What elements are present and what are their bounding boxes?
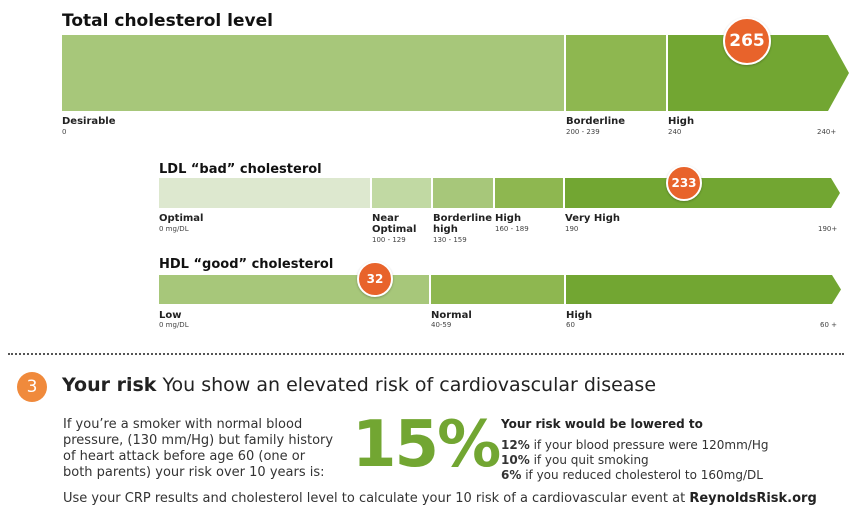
risk-heading: Your risk You show an elevated risk of c… [62, 374, 656, 396]
dotted-divider [8, 353, 844, 355]
ldl-range-near-optimal: 100 - 129 [372, 236, 406, 244]
total-end-label: 240+ [817, 128, 837, 136]
hdl-range-normal: 40-59 [431, 321, 452, 329]
total-label-high: High [668, 116, 695, 127]
hdl-range-high: 60 [566, 321, 575, 329]
total-value-marker: 265 [723, 17, 771, 65]
lowered-item-text: if you reduced cholesterol to 160mg/DL [525, 468, 763, 482]
lowered-item-cholesterol: 6% if you reduced cholesterol to 160mg/D… [501, 468, 763, 482]
lowered-risk-title: Your risk would be lowered to [501, 417, 703, 431]
ldl-title: LDL “bad” cholesterol [159, 162, 322, 177]
hdl-label-low: Low [159, 310, 182, 321]
total-bar-borderline [566, 35, 666, 111]
total-label-desirable: Desirable [62, 116, 116, 127]
total-bar-desirable [62, 35, 564, 111]
lowered-item-percent: 6% [501, 468, 522, 482]
lowered-item-percent: 12% [501, 438, 530, 452]
hdl-bar-normal [431, 275, 564, 304]
hdl-value-marker: 32 [357, 261, 393, 297]
smoker-risk-text: If you’re a smoker with normal blood pre… [63, 417, 334, 480]
footer-body: Use your CRP results and cholesterol lev… [63, 491, 686, 506]
ldl-value-marker: 233 [666, 165, 702, 201]
ldl-bar-optimal [159, 178, 370, 208]
ldl-range-optimal: 0 mg/DL [159, 225, 189, 233]
total-range-borderline: 200 - 239 [566, 128, 600, 136]
ldl-range-very-high: 190 [565, 225, 579, 233]
risk-heading-text: You show an elevated risk of cardiovascu… [162, 374, 657, 396]
step-number-badge: 3 [17, 372, 47, 402]
hdl-bar-high [566, 275, 841, 304]
ldl-label-high: High [495, 213, 522, 224]
lowered-item-text: if you quit smoking [533, 453, 649, 467]
lowered-item-smoking: 10% if you quit smoking [501, 453, 649, 467]
lowered-item-text: if your blood pressure were 120mm/Hg [533, 438, 769, 452]
risk-heading-bold: Your risk [62, 374, 157, 396]
ldl-label-optimal: Optimal [159, 213, 204, 224]
total-bar-high [668, 35, 849, 111]
ldl-range-high: 160 - 189 [495, 225, 529, 233]
footer-text: Use your CRP results and cholesterol lev… [63, 491, 817, 506]
hdl-range-low: 0 mg/DL [159, 321, 189, 329]
reynoldsrisk-link[interactable]: ReynoldsRisk.org [689, 491, 817, 506]
total-label-borderline: Borderline [566, 116, 626, 127]
total-range-desirable: 0 [62, 128, 67, 136]
ldl-label-near-optimal: Near Optimal [372, 213, 417, 235]
hdl-title: HDL “good” cholesterol [159, 257, 334, 272]
hdl-end-label: 60 + [820, 321, 837, 329]
ldl-bar-near-optimal [372, 178, 431, 208]
ldl-label-very-high: Very High [565, 213, 620, 224]
ldl-bar-very-high [565, 178, 840, 208]
hdl-label-high: High [566, 310, 593, 321]
ldl-label-borderline-high: Borderline high [433, 213, 493, 235]
risk-percent: 15% [352, 408, 501, 482]
hdl-label-normal: Normal [431, 310, 472, 321]
ldl-range-borderline-high: 130 - 159 [433, 236, 467, 244]
ldl-end-label: 190+ [818, 225, 838, 233]
ldl-bar-borderline-high [433, 178, 493, 208]
lowered-item-bp: 12% if your blood pressure were 120mm/Hg [501, 438, 768, 452]
total-range-high: 240 [668, 128, 682, 136]
total-cholesterol-title: Total cholesterol level [62, 11, 273, 31]
ldl-bar-high [495, 178, 563, 208]
lowered-item-percent: 10% [501, 453, 530, 467]
